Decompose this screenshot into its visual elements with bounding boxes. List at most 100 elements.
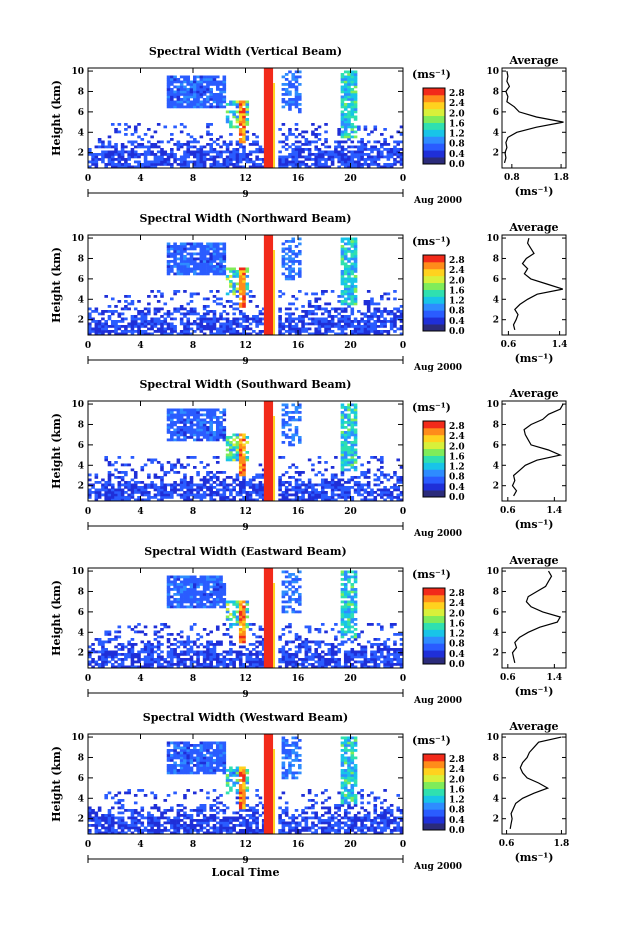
heatmap-cell: [209, 123, 213, 126]
heatmap-cell: [225, 458, 230, 462]
heatmap-cell: [347, 280, 351, 283]
heatmap-cell: [229, 123, 233, 126]
heatmap-cell: [212, 158, 217, 161]
heatmap-cell: [261, 150, 266, 154]
heatmap-cell: [88, 307, 92, 311]
heatmap-cell: [284, 267, 289, 271]
heatmap-cell: [399, 153, 404, 156]
heatmap-cell: [353, 411, 358, 414]
heatmap-cell: [186, 598, 191, 601]
heatmap-cell: [124, 473, 128, 477]
heatmap-cell: [357, 332, 361, 336]
heatmap-cell: [317, 491, 322, 494]
heatmap-cell: [209, 155, 213, 159]
heatmap-cell: [288, 145, 292, 149]
heatmap-cell: [291, 317, 296, 321]
heatmap-cell: [373, 498, 378, 502]
heatmap-cell: [88, 315, 92, 318]
heatmap-cell: [255, 320, 259, 323]
heatmap-cell: [137, 623, 141, 626]
heatmap-cell: [189, 322, 194, 326]
heatmap-cell: [114, 655, 118, 659]
heatmap-cell: [343, 443, 348, 447]
heatmap-cell: [311, 483, 315, 487]
heatmap-cell: [386, 663, 391, 666]
average-profile-line: [512, 237, 563, 331]
heatmap-cell: [156, 322, 161, 326]
heatmap-cell: [366, 665, 371, 669]
heatmap-cell: [153, 458, 158, 462]
heatmap-cell: [176, 575, 181, 579]
heatmap-cell: [376, 315, 381, 318]
heatmap-cell: [255, 155, 259, 159]
heatmap-cell: [143, 307, 148, 311]
heatmap-cell: [238, 660, 243, 664]
heatmap-cell: [206, 95, 210, 99]
heatmap-cell: [242, 620, 246, 624]
heatmap-cell: [353, 155, 358, 159]
heatmap-cell: [183, 307, 187, 311]
heatmap-cell: [343, 310, 348, 313]
heatmap-cell: [281, 292, 286, 296]
heatmap-cell: [242, 448, 246, 452]
heatmap-cell: [343, 83, 348, 86]
heatmap-cell: [209, 476, 213, 479]
heatmap-cell: [120, 478, 125, 482]
heatmap-cell: [212, 83, 217, 86]
heatmap-cell: [393, 633, 397, 636]
heatmap-cell: [199, 75, 204, 79]
heatmap-cell: [202, 421, 207, 424]
heatmap-cell: [288, 315, 292, 318]
heatmap-cell: [176, 421, 181, 424]
heatmap-cell: [104, 481, 108, 484]
heatmap-cell: [380, 295, 384, 298]
heatmap-cell: [193, 423, 197, 427]
heatmap-cell: [215, 83, 220, 86]
heatmap-cell: [350, 478, 355, 482]
heatmap-cell: [311, 305, 315, 308]
heatmap-cell: [110, 310, 115, 313]
heatmap-cell: [281, 325, 286, 328]
heatmap-cell: [324, 322, 328, 326]
heatmap-cell: [189, 478, 194, 482]
heatmap-cell: [353, 237, 358, 241]
heatmap-cell: [245, 287, 250, 291]
heatmap-cell: [350, 130, 355, 134]
heatmap-cell: [353, 290, 358, 293]
heatmap-cell: [166, 418, 171, 422]
heatmap-cell: [219, 145, 223, 149]
heatmap-cell: [294, 245, 299, 248]
heatmap-cell: [334, 635, 338, 639]
heatmap-cell: [288, 332, 292, 336]
heatmap-cell: [120, 660, 125, 664]
heatmap-cell: [393, 290, 397, 293]
heatmap-cell: [340, 118, 345, 121]
heatmap-cell: [94, 330, 99, 333]
heatmap-cell: [186, 426, 191, 429]
heatmap-cell: [117, 130, 122, 134]
heatmap-cell: [186, 80, 191, 84]
heatmap-cell: [284, 262, 289, 266]
heatmap-cell: [143, 655, 148, 659]
heatmap-cell: [255, 645, 259, 649]
heatmap-cell: [343, 593, 348, 596]
heatmap-cell: [245, 456, 250, 459]
heatmap-cell: [340, 325, 345, 328]
heatmap-cell: [183, 481, 187, 484]
heatmap-cell: [281, 600, 286, 604]
heatmap-cell: [173, 262, 177, 266]
heatmap-cell: [327, 302, 332, 306]
heatmap-cell: [229, 653, 233, 656]
heatmap-cell: [124, 325, 128, 328]
heatmap-cell: [160, 153, 164, 156]
heatmap-cell: [225, 103, 230, 106]
heatmap-cell: [173, 272, 177, 276]
heatmap-cell: [88, 317, 92, 321]
heatmap-cell: [160, 468, 164, 472]
heatmap-cell: [248, 332, 253, 336]
heatmap-cell: [242, 325, 246, 328]
heatmap-cell: [334, 493, 338, 497]
heatmap-cell: [298, 272, 302, 276]
heatmap-cell: [219, 267, 223, 271]
heatmap-cell: [366, 133, 371, 136]
